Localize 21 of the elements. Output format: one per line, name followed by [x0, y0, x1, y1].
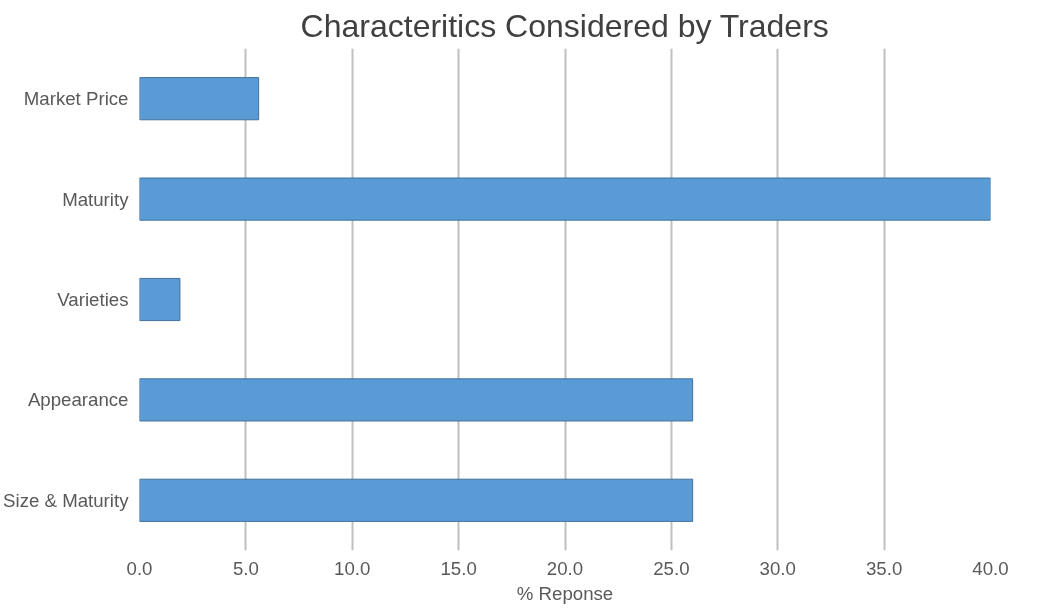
- x-tick-label: 15.0: [440, 557, 477, 579]
- x-tick-label: 40.0: [972, 557, 1009, 579]
- x-tick-label: 5.0: [232, 557, 259, 579]
- y-tick-label: Appearance: [27, 389, 129, 411]
- x-tick-label: 0.0: [126, 557, 153, 579]
- bar: [139, 378, 694, 422]
- chart-title: Characteritics Considered by Traders: [300, 7, 829, 44]
- bar: [139, 478, 694, 522]
- x-tick-label: 20.0: [546, 557, 584, 579]
- bar: [139, 77, 260, 121]
- y-tick-label: Varieties: [57, 289, 129, 310]
- bar: [139, 177, 991, 221]
- bar: [139, 277, 181, 322]
- y-tick-label: Maturity: [62, 188, 130, 210]
- x-tick-label: 35.0: [865, 557, 903, 579]
- y-tick-label: Size & Maturity: [3, 489, 130, 511]
- x-axis-title: % Reponse: [516, 582, 614, 604]
- x-tick-label: 10.0: [334, 557, 371, 579]
- x-tick-label: 25.0: [653, 557, 690, 579]
- x-tick-label: 30.0: [759, 557, 796, 579]
- y-tick-label: Market Price: [23, 88, 129, 110]
